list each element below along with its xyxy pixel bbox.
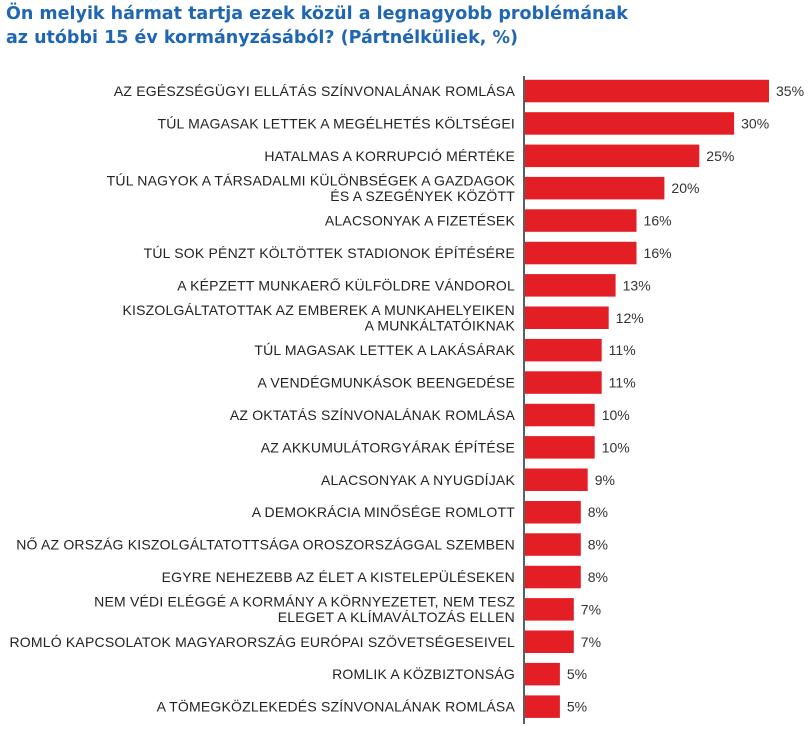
category-label-18: ROMLÓ KAPCSOLATOK MAGYARORSZÁG EURÓPAI S… [9, 633, 515, 650]
category-label-14: A DEMOKRÁCIA MINŐSÉGE ROMLOTT [252, 504, 516, 520]
value-label-4: 20% [671, 180, 699, 196]
value-label-12: 10% [602, 439, 630, 455]
value-label-5: 16% [644, 213, 672, 229]
chart-title-line-1: Ön melyik hármat tartja ezek közül a leg… [6, 4, 628, 24]
category-label-9: TÚL MAGASAK LETTEK A LAKÁSÁRAK [254, 342, 515, 358]
bar-15 [525, 533, 581, 556]
chart-title-line-2: az utóbbi 15 év kormányzásából? (Pártnél… [6, 28, 518, 48]
value-label-16: 8% [588, 569, 608, 585]
category-label-13: ALACSONYAK A NYUGDÍJAK [321, 472, 515, 488]
bar-16 [525, 565, 581, 589]
category-label-7: A KÉPZETT MUNKAERŐ KÜLFÖLDRE VÁNDOROL [177, 276, 515, 293]
value-label-14: 8% [588, 504, 608, 520]
bar-17 [525, 598, 574, 621]
value-label-7: 13% [623, 277, 651, 293]
value-label-2: 30% [741, 115, 769, 131]
category-label-11: AZ OKTATÁS SZÍNVONALÁNAK ROMLÁSA [230, 407, 516, 423]
value-label-18: 7% [581, 634, 601, 650]
bar-12 [525, 436, 595, 459]
category-label-8: KISZOLGÁLTATOTTAK AZ EMBEREK A MUNKAHELY… [122, 302, 515, 334]
category-label-12: AZ AKKUMULÁTORGYÁRAK ÉPÍTÉSE [261, 439, 515, 455]
category-label-16: EGYRE NEHEZEBB AZ ÉLET A KISTELEPÜLÉSEKE… [162, 568, 515, 585]
bar-3 [525, 144, 700, 168]
bar-13 [525, 468, 588, 491]
value-label-8: 12% [616, 310, 644, 326]
value-label-19: 5% [567, 666, 587, 682]
value-label-6: 16% [644, 245, 672, 261]
category-label-6: TÚL SOK PÉNZT KÖLTÖTTEK STADIONOK ÉPÍTÉS… [144, 244, 515, 261]
bar-14 [525, 501, 581, 524]
category-label-15: NŐ AZ ORSZÁG KISZOLGÁLTATOTTSÁGA OROSZOR… [16, 537, 515, 553]
bar-5 [525, 209, 637, 232]
value-label-15: 8% [588, 537, 608, 553]
bar-1 [525, 79, 769, 103]
category-label-5: ALACSONYAK A FIZETÉSEK [325, 213, 516, 229]
value-label-13: 9% [595, 472, 615, 488]
bar-4 [525, 176, 665, 200]
bar-6 [525, 241, 637, 265]
value-label-9: 11% [609, 342, 636, 358]
bar-11 [525, 403, 595, 427]
category-label-1: AZ EGÉSZSÉGÜGYI ELLÁTÁS SZÍNVONALÁNAK RO… [114, 82, 516, 99]
bar-20 [525, 695, 560, 718]
value-label-11: 10% [602, 407, 630, 423]
bar-7 [525, 274, 616, 297]
category-label-10: A VENDÉGMUNKÁSOK BEENGEDÉSE [258, 375, 515, 391]
category-label-20: A TÖMEGKÖZLEKEDÉS SZÍNVONALÁNAK ROMLÁSA [157, 698, 516, 715]
bar-8 [525, 306, 609, 329]
category-label-2: TÚL MAGASAK LETTEK A MEGÉLHETÉS KÖLTSÉGE… [157, 114, 515, 131]
value-label-10: 11% [609, 375, 636, 391]
category-label-3: HATALMAS A KORRUPCIÓ MÉRTÉKE [264, 148, 515, 164]
category-label-17: NEM VÉDI ELÉGGÉ A KORMÁNY A KÖRNYEZETET,… [94, 593, 515, 626]
bar-19 [525, 662, 560, 686]
value-label-17: 7% [581, 601, 601, 617]
value-label-3: 25% [706, 148, 734, 164]
bar-9 [525, 338, 602, 362]
bar-2 [525, 112, 735, 135]
chart-title: Ön melyik hármat tartja ezek közül a leg… [6, 2, 796, 50]
bar-10 [525, 371, 602, 394]
value-label-1: 35% [776, 83, 804, 99]
category-label-19: ROMLIK A KÖZBIZTONSÁG [332, 665, 515, 682]
value-label-20: 5% [567, 699, 587, 715]
bar-18 [525, 630, 574, 653]
category-label-4: TÚL NAGYOK A TÁRSADALMI KÜLÖNBSÉGEK A GA… [107, 171, 516, 204]
